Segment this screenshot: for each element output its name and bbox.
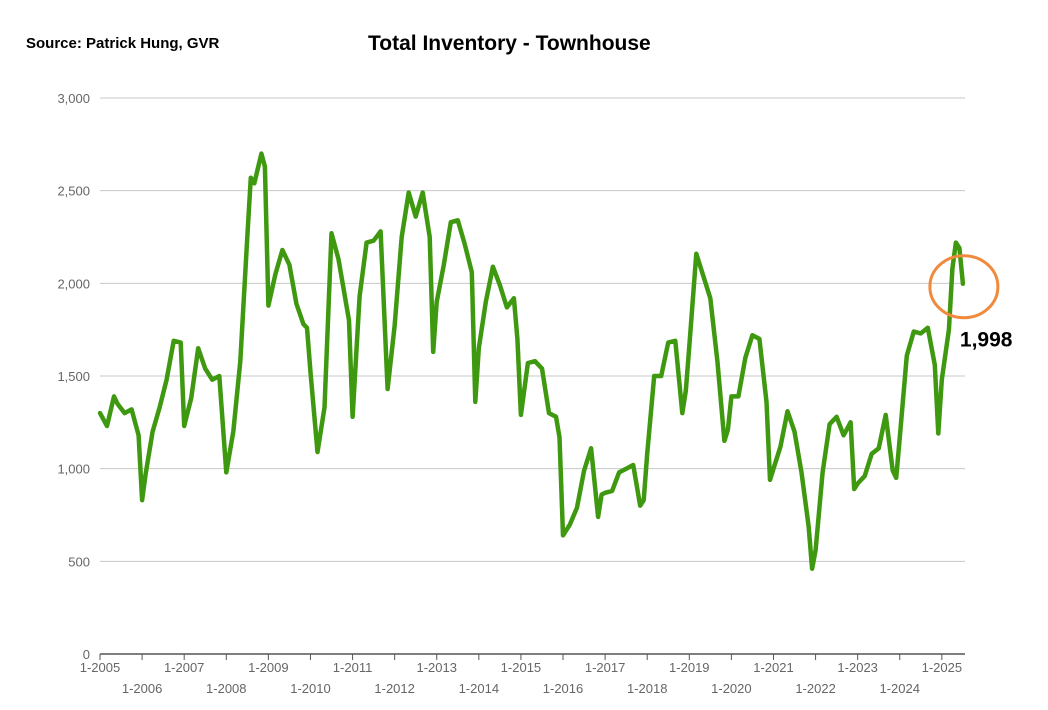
x-tick-label-lower: 1-2012 — [374, 681, 414, 696]
x-tick-label-upper: 1-2021 — [753, 660, 793, 675]
x-tick-label-upper: 1-2011 — [333, 660, 373, 675]
x-tick-label-lower: 1-2008 — [206, 681, 246, 696]
x-tick-label-lower: 1-2016 — [543, 681, 583, 696]
x-tick-label-upper: 1-2013 — [416, 660, 456, 675]
x-tick-label-lower: 1-2006 — [122, 681, 162, 696]
source-credit: Source: Patrick Hung, GVR — [26, 35, 220, 52]
inventory-series-line — [97, 151, 966, 571]
x-tick-label-lower: 1-2020 — [711, 681, 751, 696]
y-tick-label: 2,000 — [57, 276, 90, 291]
gridlines — [100, 97, 965, 655]
x-tick-label-upper: 1-2025 — [922, 660, 962, 675]
latest-value-label: 1,998 — [960, 329, 1013, 352]
y-axis-ticks: 0 500 1,000 1,500 2,000 2,500 3,000 — [57, 91, 90, 662]
y-tick-label: 2,500 — [57, 184, 90, 199]
x-tick-label-lower: 1-2010 — [290, 681, 330, 696]
x-tick-label-upper: 1-2005 — [80, 660, 120, 675]
x-tick-label-lower: 1-2014 — [459, 681, 499, 696]
x-tick-label-lower: 1-2024 — [880, 681, 920, 696]
x-tick-label-upper: 1-2023 — [837, 660, 877, 675]
y-tick-label: 500 — [68, 554, 90, 569]
y-tick-label: 0 — [83, 647, 90, 662]
y-tick-label: 1,500 — [57, 369, 90, 384]
chart-title: Total Inventory - Townhouse — [368, 32, 651, 55]
x-tick-label-upper: 1-2007 — [164, 660, 204, 675]
highlight-circle — [928, 254, 1000, 320]
y-tick-label: 3,000 — [57, 91, 90, 106]
x-tick-label-lower: 1-2018 — [627, 681, 667, 696]
y-tick-label: 1,000 — [57, 462, 90, 477]
x-tick-label-upper: 1-2019 — [669, 660, 709, 675]
x-tick-label-upper: 1-2009 — [248, 660, 288, 675]
x-tick-label-lower: 1-2022 — [795, 681, 835, 696]
series-layer — [97, 151, 966, 571]
x-axis-ticks: 1-2005 1-2007 1-2009 1-2011 1-2013 1-2015 1-20… — [80, 654, 962, 696]
x-tick-label-upper: 1-2015 — [501, 660, 541, 675]
x-tick-label-upper: 1-2017 — [585, 660, 625, 675]
annotation-layer: 1,998 — [928, 254, 1013, 352]
